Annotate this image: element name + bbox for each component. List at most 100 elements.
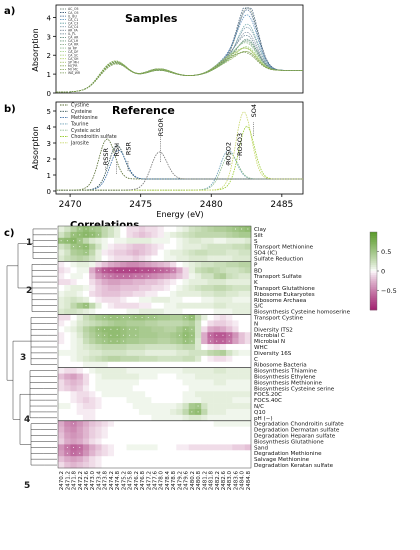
heatmap-cell [95, 279, 102, 286]
panel-c-colorbar: 0.5 0 −0.5 [369, 231, 397, 311]
heatmap-cell [163, 385, 171, 392]
heatmap-cell [151, 355, 158, 363]
heatmap-cell [95, 426, 102, 433]
colorbar-tick-label: −0.5 [381, 287, 397, 295]
colorbar-step [370, 274, 377, 278]
heatmap-cell [207, 237, 214, 244]
heatmap-cell [170, 332, 177, 339]
heatmap-cell [157, 379, 165, 386]
heatmap-cell [101, 361, 109, 368]
heatmap-cell [107, 344, 115, 351]
heatmap-cell [213, 355, 221, 363]
heatmap-cell [89, 344, 96, 351]
heatmap-cell [182, 397, 190, 404]
heatmap-cell [194, 338, 202, 345]
heatmap-cell [188, 243, 196, 250]
heatmap-cell [126, 438, 134, 445]
heatmap-cell [170, 231, 177, 239]
heatmap-cell [82, 326, 90, 333]
heatmap-cell [95, 373, 102, 380]
heatmap-cell [70, 279, 77, 286]
heatmap-cell [207, 273, 214, 280]
heatmap-cell [238, 255, 246, 262]
significance-dot [172, 269, 174, 271]
heatmap-cell [89, 438, 96, 445]
heatmap-cell [120, 279, 127, 286]
heatmap-cell [114, 285, 121, 292]
heatmap-cell [207, 261, 214, 268]
heatmap-cell [89, 391, 96, 398]
heatmap-cell [201, 237, 208, 244]
significance-dot [122, 275, 124, 277]
heatmap-column-label: 2480.2 [190, 471, 196, 490]
heatmap-cell [207, 279, 214, 286]
significance-dot [91, 234, 93, 236]
heatmap-cell [157, 296, 165, 304]
heatmap-cell [170, 237, 177, 244]
heatmap-cell [176, 267, 183, 274]
heatmap-cell [82, 267, 90, 274]
heatmap-cell [70, 332, 77, 339]
heatmap-cell [176, 367, 183, 374]
heatmap-cell [101, 231, 109, 239]
heatmap-cell [207, 408, 214, 416]
heatmap-cell [226, 397, 233, 404]
colorbar-step [370, 232, 377, 235]
heatmap-cell [145, 285, 152, 292]
heatmap-cell [207, 226, 214, 233]
heatmap-cell [213, 450, 221, 457]
heatmap-cell [70, 355, 77, 363]
heatmap-cell [238, 456, 246, 463]
heatmap-cell [176, 326, 183, 333]
heatmap-cell [232, 367, 239, 374]
colorbar-step [370, 294, 377, 297]
heatmap-cell [201, 243, 208, 250]
heatmap-cell [76, 456, 84, 463]
heatmap-cell [138, 338, 146, 345]
heatmap-cell [82, 438, 90, 445]
heatmap-row-label: Q10 [254, 410, 266, 416]
heatmap-cell [170, 403, 177, 410]
heatmap-cell [213, 426, 221, 433]
heatmap-cell [182, 456, 190, 463]
heatmap-cell [201, 349, 208, 357]
heatmap-cell [188, 267, 196, 274]
heatmap-cell [76, 296, 84, 304]
heatmap-cell [232, 373, 239, 380]
heatmap-cell [82, 237, 90, 244]
heatmap-cell [76, 373, 84, 380]
heatmap-cell [176, 379, 183, 386]
heatmap-cell [163, 444, 171, 451]
heatmap-cell [163, 450, 171, 457]
heatmap-cell [226, 444, 233, 451]
heatmap-cell [114, 438, 121, 445]
panel-b-legend-label: Taurine [70, 122, 88, 128]
heatmap-cell [219, 285, 227, 292]
significance-dot [197, 411, 199, 413]
heatmap-cell [89, 237, 96, 244]
panel-b-xlabel: Energy (eV) [156, 210, 203, 219]
heatmap-column-label: 2474.2 [109, 471, 115, 490]
heatmap-cell [114, 385, 121, 392]
heatmap-cell [58, 408, 65, 416]
heatmap-row-label: Degradation Heparan sulfate [254, 434, 336, 440]
heatmap-cell [132, 462, 140, 469]
heatmap-cell [182, 290, 190, 298]
heatmap-cell [163, 243, 171, 250]
colorbar-step [370, 308, 377, 311]
heatmap-cell [226, 279, 233, 286]
heatmap-cell [145, 403, 152, 410]
heatmap-cell [182, 462, 190, 469]
significance-dot [104, 316, 106, 318]
panel-a-series-line [56, 38, 303, 93]
significance-dot [210, 340, 212, 342]
colorbar-step [370, 286, 377, 289]
heatmap-cell [226, 367, 233, 374]
significance-dot [110, 340, 112, 342]
heatmap-cell [232, 355, 239, 363]
heatmap-cell [132, 373, 140, 380]
heatmap-cell [107, 462, 115, 469]
heatmap-cell [58, 326, 65, 333]
heatmap-cell [207, 344, 214, 351]
